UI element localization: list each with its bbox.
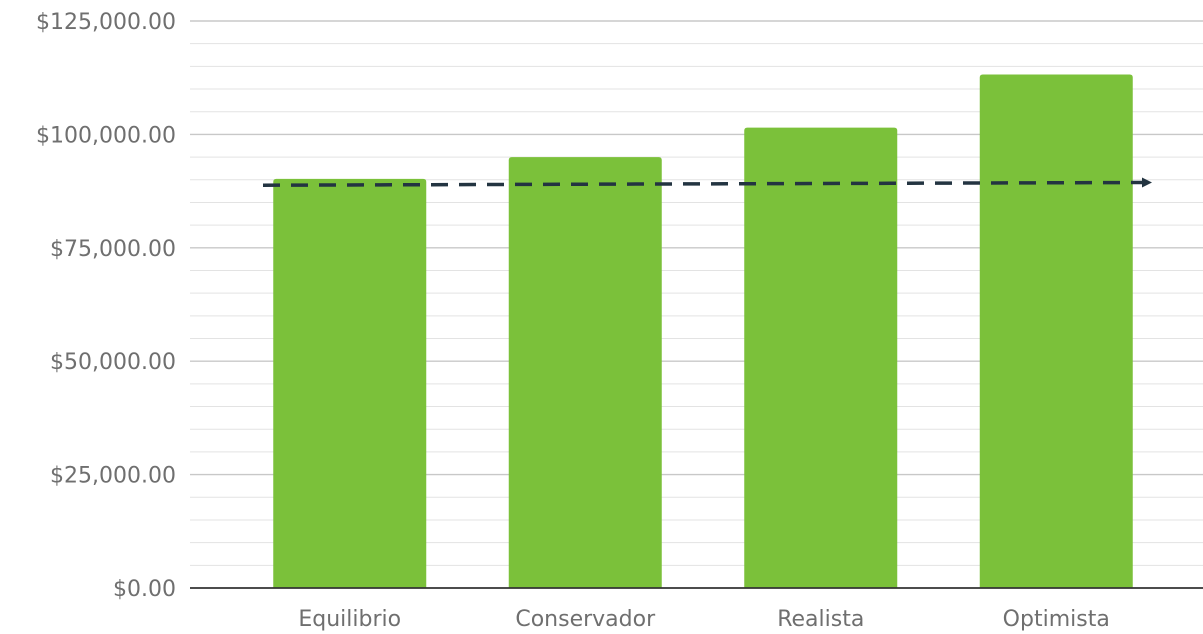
bar-optimista — [979, 74, 1133, 589]
y-axis-tick-labels: $0.00 $25,000.00 $50,000.00 $75,000.00 $100,… — [36, 10, 176, 602]
bar-equilibrio — [273, 178, 427, 589]
x-tick-label: Equilibrio — [298, 607, 401, 632]
x-tick-label: Conservador — [515, 607, 656, 632]
y-tick-label: $25,000.00 — [50, 464, 176, 489]
x-axis-category-labels: Equilibrio Conservador Realista Optimista — [298, 607, 1109, 632]
y-tick-label: $50,000.00 — [50, 350, 176, 375]
trend-arrow-line — [262, 177, 1152, 188]
y-tick-label: $0.00 — [113, 577, 176, 602]
bar-conservador — [508, 157, 662, 588]
x-tick-label: Realista — [777, 607, 864, 632]
y-tick-label: $125,000.00 — [36, 10, 176, 35]
y-tick-label: $100,000.00 — [36, 123, 176, 148]
y-tick-label: $75,000.00 — [50, 237, 176, 262]
x-tick-label: Optimista — [1003, 607, 1110, 632]
bars — [273, 74, 1133, 589]
bar-realista — [744, 127, 898, 588]
